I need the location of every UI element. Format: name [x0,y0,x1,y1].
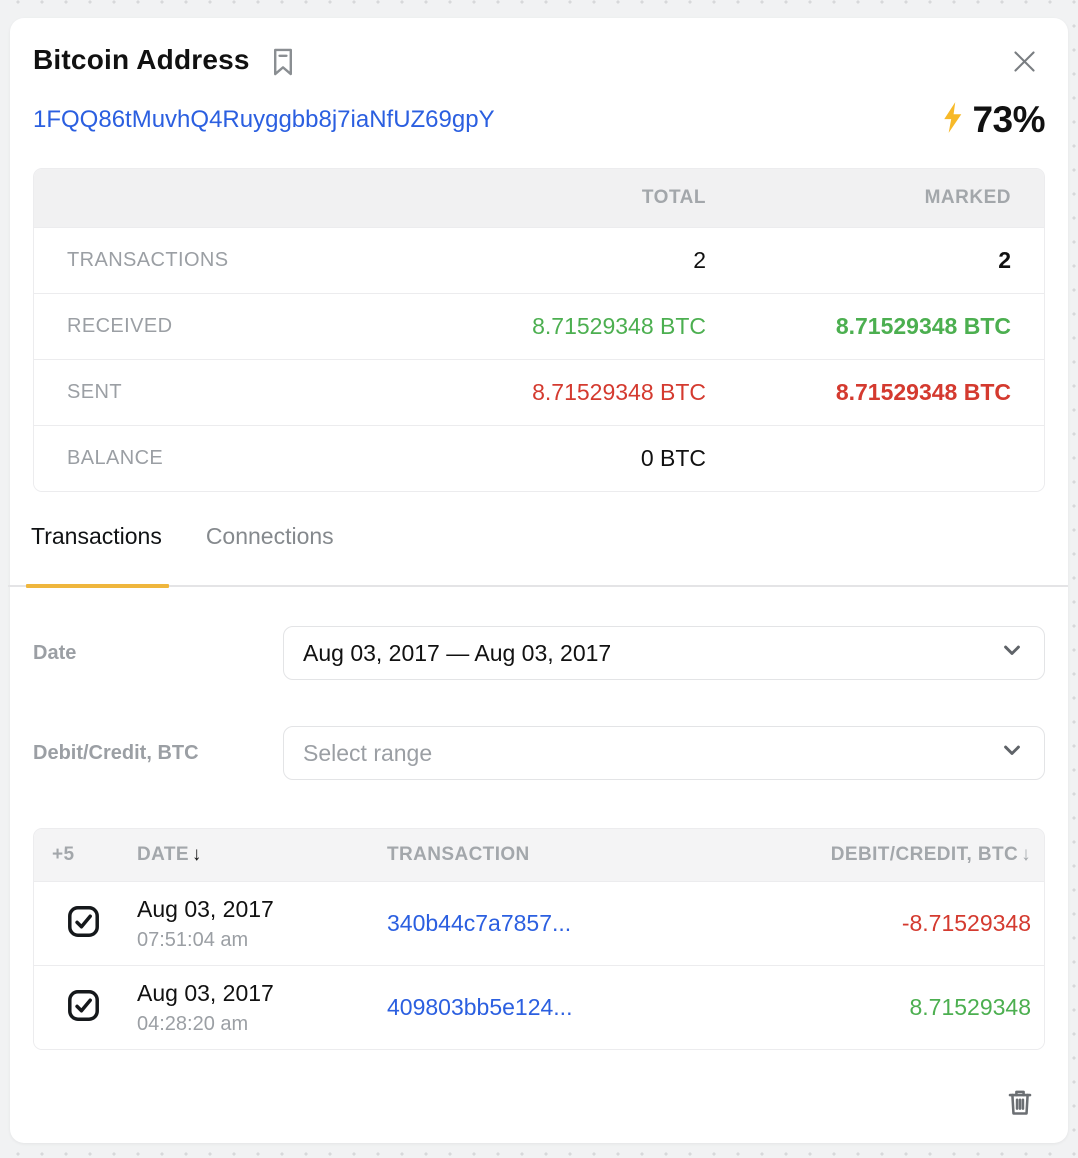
stats-table: TOTAL MARKED TRANSACTIONS 2 2 RECEIVED 8… [33,168,1045,492]
stats-header-row: TOTAL MARKED [34,169,1044,227]
tab-label: Connections [205,523,334,549]
amount-range-dropdown[interactable]: Select range [283,726,1045,780]
transaction-hash-link[interactable]: 409803bb5e124... [387,994,573,1020]
bitcoin-address-link[interactable]: 1FQQ86tMuvhQ4Ruyggbb8j7iaNfUZ69gpY [33,106,495,133]
date-filter-row: Date Aug 03, 2017 — Aug 03, 2017 [33,626,1045,680]
transaction-date: Aug 03, 2017 [137,895,274,922]
tab-connections[interactable]: Connections [206,523,334,587]
stats-row-label: SENT [67,381,122,403]
column-header-amount[interactable]: DEBIT/CREDIT, BTC ↓ [830,844,1031,865]
transaction-amount: 8.71529348 [909,994,1031,1020]
bookmark-icon[interactable] [266,45,300,84]
stats-marked-value: 8.71529348 BTC [835,379,1011,405]
score-badge: 73% [939,99,1045,141]
stats-row-sent: SENT 8.71529348 BTC 8.71529348 BTC [34,359,1044,425]
panel-footer [33,1086,1045,1123]
date-range-dropdown[interactable]: Aug 03, 2017 — Aug 03, 2017 [283,626,1045,680]
score-value: 73% [972,99,1045,140]
stats-row-received: RECEIVED 8.71529348 BTC 8.71529348 BTC [34,293,1044,359]
transactions-header-row: +5 DATE ↓ TRANSACTION DEBIT/CREDIT, BTC ↓ [34,829,1044,881]
stats-row-balance: BALANCE 0 BTC [34,425,1044,491]
chevron-down-icon [998,636,1026,670]
stats-row-label: RECEIVED [67,315,173,337]
tab-bar: Transactions Connections [8,523,1068,588]
sort-descending-icon: ↓ [1021,844,1031,865]
tab-label: Transactions [31,523,162,549]
stats-total-value: 8.71529348 BTC [532,379,706,405]
transaction-amount: -8.71529348 [901,910,1031,936]
date-range-value: Aug 03, 2017 — Aug 03, 2017 [303,639,612,666]
transaction-time: 04:28:20 am [137,1012,249,1035]
stats-marked-value: 2 [998,247,1011,273]
panel-header: Bitcoin Address [33,44,1045,84]
bitcoin-address-panel: Bitcoin Address 1FQQ86tMuvhQ4Ruyggbb8j7i… [8,18,1068,1143]
tab-bar-divider [8,585,1068,587]
page-title: Bitcoin Address [33,44,250,75]
transaction-row: Aug 03, 2017 04:28:20 am 409803bb5e124..… [34,965,1044,1049]
address-row: 1FQQ86tMuvhQ4Ruyggbb8j7iaNfUZ69gpY 73% [33,99,1045,141]
stats-total-value: 8.71529348 BTC [532,313,706,339]
stats-row-label: TRANSACTIONS [67,249,229,271]
transactions-table: +5 DATE ↓ TRANSACTION DEBIT/CREDIT, BTC ↓ … [33,828,1045,1050]
sort-descending-icon: ↓ [191,844,202,865]
chevron-down-icon [998,736,1026,770]
transaction-date: Aug 03, 2017 [137,979,274,1006]
date-filter-label: Date [33,641,77,664]
lightning-icon [939,101,966,139]
stats-total-value: 0 BTC [640,445,706,471]
stats-row-transactions: TRANSACTIONS 2 2 [34,227,1044,293]
amount-filter-label: Debit/Credit, BTC [33,741,199,764]
amount-range-placeholder: Select range [303,739,433,766]
stats-total-value: 2 [693,247,706,273]
transaction-row: Aug 03, 2017 07:51:04 am 340b44c7a7857..… [34,881,1044,965]
column-header-transaction[interactable]: TRANSACTION [387,844,530,865]
checkbox-checked-icon[interactable] [66,904,101,939]
active-tab-underline [26,584,169,588]
trash-icon[interactable] [1004,1086,1036,1123]
transaction-time: 07:51:04 am [137,928,249,951]
stats-col-marked: MARKED [924,187,1011,208]
stats-col-total: TOTAL [641,187,706,208]
transaction-hash-link[interactable]: 340b44c7a7857... [387,910,572,936]
stats-row-label: BALANCE [67,447,164,469]
tab-transactions[interactable]: Transactions [26,523,169,588]
checkbox-checked-icon[interactable] [66,988,101,1023]
stats-marked-value: 8.71529348 BTC [835,313,1011,339]
selection-count-badge: +5 [52,844,75,865]
amount-filter-row: Debit/Credit, BTC Select range [33,726,1045,780]
column-header-date[interactable]: DATE ↓ [137,844,202,865]
close-icon[interactable] [1009,46,1040,82]
